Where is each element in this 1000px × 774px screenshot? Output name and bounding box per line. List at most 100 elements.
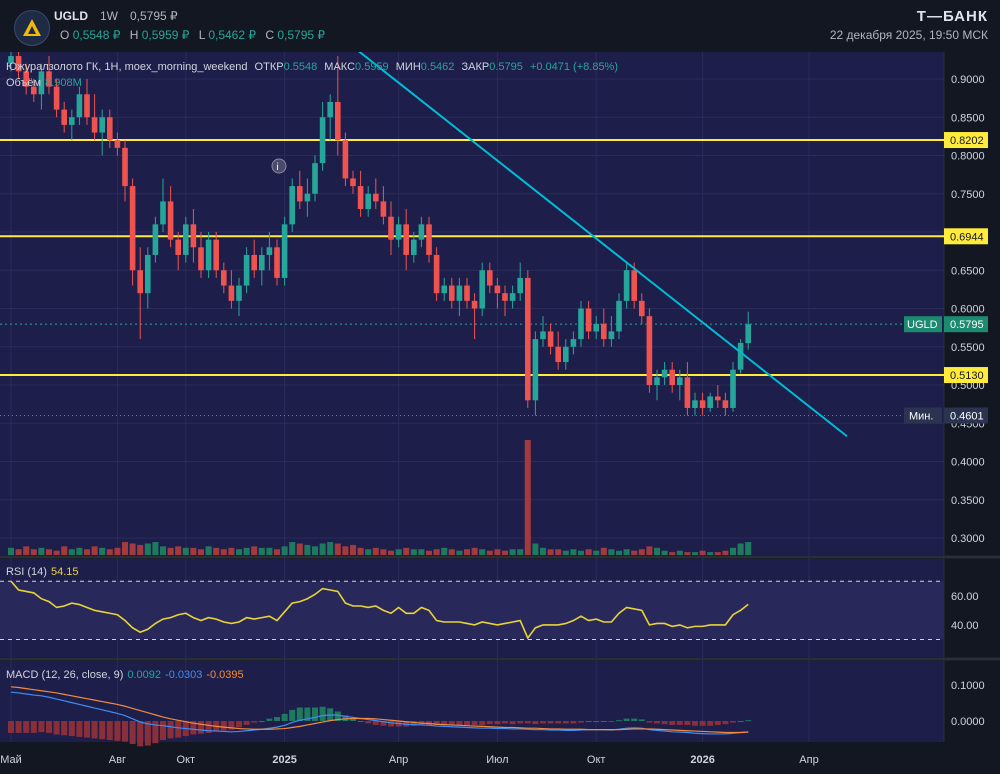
last-price-label: 0.5795 bbox=[950, 319, 984, 331]
volume-bar bbox=[372, 547, 379, 555]
candle-body bbox=[715, 396, 721, 401]
time-tick-label: Авг bbox=[109, 754, 126, 766]
macd-hist-bar bbox=[175, 721, 182, 738]
candle-body bbox=[532, 339, 539, 401]
candle-body bbox=[69, 117, 75, 125]
candle-body bbox=[540, 331, 546, 340]
candle-body bbox=[129, 186, 136, 271]
macd-hist-bar bbox=[661, 721, 668, 725]
volume-bar bbox=[61, 546, 68, 555]
volume-bar bbox=[585, 549, 592, 555]
rsi-label: RSI (14) bbox=[6, 566, 47, 578]
macd-hist-bar bbox=[623, 718, 630, 721]
macd-hist-bar bbox=[61, 721, 68, 736]
macd-hist-bar bbox=[236, 721, 242, 728]
volume-bar bbox=[456, 550, 463, 555]
volume-bar bbox=[540, 547, 546, 555]
macd-hist-bar bbox=[730, 721, 736, 723]
last-price-tag bbox=[944, 316, 988, 333]
candle-body bbox=[213, 239, 219, 271]
candle-body bbox=[198, 247, 204, 271]
price-tick-label: 0.8500 bbox=[951, 112, 985, 124]
candle-body bbox=[243, 254, 250, 286]
macd-hist-bar bbox=[585, 721, 592, 722]
interval-label[interactable]: 1W bbox=[100, 9, 118, 23]
volume-bar bbox=[426, 550, 432, 555]
candle-body bbox=[707, 396, 713, 408]
candle-body bbox=[190, 224, 197, 248]
level-label: 0.6944 bbox=[950, 231, 984, 243]
macd-hist-bar bbox=[669, 721, 676, 725]
candle-body bbox=[745, 324, 751, 344]
volume-bar bbox=[106, 549, 113, 555]
trendline bbox=[358, 52, 848, 438]
volume-bar bbox=[486, 550, 493, 555]
macd-hist-value: -0.0395 bbox=[206, 669, 244, 681]
volume-bar bbox=[327, 542, 334, 555]
macd-tick-label: 0.0000 bbox=[951, 716, 985, 728]
macd-hist-bar bbox=[456, 721, 463, 725]
macd-hist-bar bbox=[99, 721, 106, 740]
candle-body bbox=[433, 254, 440, 294]
volume-bar bbox=[532, 543, 539, 555]
candle-body bbox=[297, 186, 303, 202]
macd-hist-bar bbox=[91, 721, 98, 739]
candle-body bbox=[525, 277, 531, 401]
macd-hist-bar bbox=[312, 707, 318, 721]
candle-body bbox=[517, 277, 523, 294]
macd-hist-bar bbox=[509, 721, 516, 725]
volume-bar bbox=[547, 549, 554, 555]
ticker-symbol[interactable]: UGLD bbox=[54, 9, 88, 23]
macd-hist-bar bbox=[350, 718, 356, 721]
volume-bar bbox=[84, 549, 90, 555]
candle-body bbox=[175, 239, 181, 255]
candle-body bbox=[692, 400, 698, 408]
time-tick-label: Окт bbox=[587, 754, 606, 766]
macd-hist-bar bbox=[274, 717, 280, 721]
candle-body bbox=[221, 270, 227, 286]
legend-open-value: 0.5548 bbox=[283, 61, 318, 73]
candle-body bbox=[152, 224, 159, 255]
macd-hist-bar bbox=[745, 720, 752, 722]
macd-hist-bar bbox=[251, 721, 258, 723]
macd-hist-bar bbox=[707, 721, 714, 726]
candle-body bbox=[623, 270, 630, 301]
volume-bar bbox=[251, 546, 258, 555]
macd-hist-bar bbox=[638, 719, 645, 721]
price-axis-bg bbox=[944, 52, 1000, 742]
candle-body bbox=[373, 193, 379, 202]
candle-body bbox=[677, 377, 683, 385]
macd-hist-bar bbox=[137, 721, 144, 747]
candle-body bbox=[585, 308, 592, 332]
candle-body bbox=[441, 285, 447, 294]
chart-header: UGLD 1W 0,5795 ₽ O 0,5548 ₽ H 0,5959 ₽ L… bbox=[0, 0, 1000, 52]
volume-legend: Объём 8.908M bbox=[6, 77, 82, 89]
volume-bar bbox=[30, 549, 37, 555]
volume-bar bbox=[365, 549, 372, 555]
macd-hist-bar bbox=[547, 721, 554, 724]
macd-hist-bar bbox=[38, 721, 45, 733]
legend-high-value: 0.5959 bbox=[355, 61, 389, 73]
candle-body bbox=[31, 86, 37, 95]
min-price-label: 0.4601 bbox=[950, 411, 984, 423]
candle-body bbox=[53, 86, 60, 110]
rsi-legend: RSI (14) 54.15 bbox=[6, 566, 79, 578]
volume-bar bbox=[213, 547, 220, 555]
candle-body bbox=[357, 186, 364, 210]
macd-hist-bar bbox=[30, 721, 37, 733]
volume-bar bbox=[380, 549, 387, 555]
volume-bar bbox=[570, 549, 577, 555]
price-tick-label: 0.5500 bbox=[951, 342, 985, 354]
candle-body bbox=[616, 300, 622, 332]
volume-bar bbox=[205, 546, 212, 555]
volume-bar bbox=[296, 543, 303, 555]
macd-hist-bar bbox=[281, 713, 288, 721]
candle-body bbox=[281, 224, 288, 278]
candle-body bbox=[479, 270, 485, 309]
macd-hist-bar bbox=[68, 721, 75, 737]
candle-body bbox=[99, 117, 105, 133]
macd-hist-bar bbox=[372, 721, 379, 725]
macd-hist-bar bbox=[593, 721, 600, 722]
chart-area[interactable]: 0.90000.85000.80000.75000.70000.65000.60… bbox=[0, 52, 1000, 774]
macd-hist-bar bbox=[342, 715, 349, 721]
